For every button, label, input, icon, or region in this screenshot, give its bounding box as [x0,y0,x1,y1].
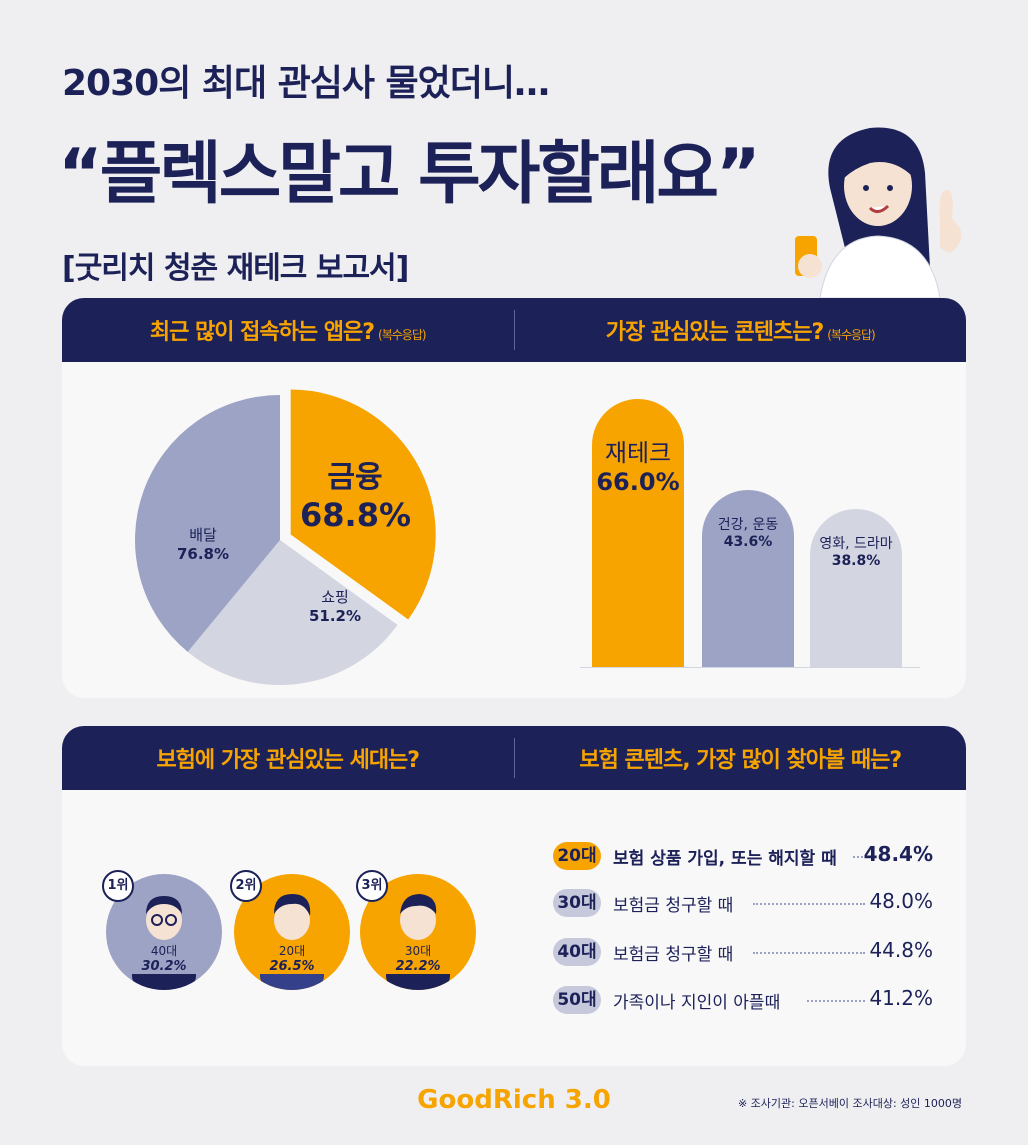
bar-finance-tech-category: 재테크 [604,439,672,467]
when-row-50s-text: 가족이나 지인이 아플때 [613,993,781,1013]
top-panel-header: 최근 많이 접속하는 앱은? (복수응답) 가장 관심있는 콘텐츠는? (복수응답) [62,298,966,362]
header-divider [513,310,515,350]
when-row-30s-value: 48.0% [869,889,933,913]
gen-rank-3-age: 30대 [404,944,432,958]
when-row-50s-value: 41.2% [869,986,933,1010]
gen-rank-2-age: 20대 [278,944,306,958]
bar-movie-label: 영화, 드라마 38.8% [810,533,902,569]
gen-rank-2-badge: 2위 [230,870,262,902]
when-row-50s: 50대 가족이나 지인이 아플때 41.2% [553,986,933,1014]
gen-rank-1-circle: 40대 30.2% [106,874,222,990]
when-row-30s: 30대 보험금 청구할 때 48.0% [553,889,933,917]
when-row-40s-text: 보험금 청구할 때 [613,945,734,965]
header-divider-bottom [513,738,515,778]
bar-health: 건강, 운동 43.6% [702,490,794,667]
when-row-30s-leader [753,903,865,905]
when-row-30s-age: 30대 [553,889,601,917]
when-row-20s-leader [853,856,863,858]
when-row-40s-age: 40대 [553,938,601,966]
contents-title-text: 가장 관심있는 콘텐츠는? [605,320,824,345]
bar-chart-baseline [580,667,920,668]
insurance-gen-title: 보험에 가장 관심있는 세대는? [156,748,420,773]
apps-section-title: 최근 많이 접속하는 앱은? (복수응답) [62,314,514,346]
pie-slice-finance [290,389,436,620]
bar-finance-tech-value: 66.0% [596,468,680,496]
survey-source-note: ※ 조사기관: 오픈서베이 조사대상: 성인 1000명 [737,1097,962,1110]
contents-note: (복수응답) [827,328,876,342]
when-row-20s-value: 48.4% [863,842,933,866]
bar-finance-tech-label: 재테크 66.0% [592,433,684,496]
bar-health-value: 43.6% [723,534,773,550]
bar-health-category: 건강, 운동 [717,517,779,533]
page-subtitle: 2030의 최대 관심사 물었더니… [62,63,550,104]
woman-character-illustration [795,127,962,298]
gen-rank-3-value: 22.2% [395,959,441,974]
gen-rank-2-value: 26.5% [269,959,315,974]
gen-rank-1-badge: 1위 [102,870,134,902]
bottom-panel-header: 보험에 가장 관심있는 세대는? 보험 콘텐츠, 가장 많이 찾아볼 때는? [62,726,966,790]
when-row-20s: 20대 보험 상품 가입, 또는 해지할 때 48.4% [553,842,933,870]
contents-section-title: 가장 관심있는 콘텐츠는? (복수응답) [515,314,967,346]
when-row-40s-leader [753,952,865,954]
gen-rank-3-circle: 30대 22.2% [360,874,476,990]
pie-label-shopping-value: 51.2% [308,607,362,625]
gen-rank-1-age: 40대 [150,944,178,958]
pie-label-delivery: 배달 76.8% [168,524,238,563]
page-title: “플렉스말고 투자할래요” [58,135,761,214]
brand-logo: GoodRich 3.0 [417,1085,611,1115]
apps-title-text: 최근 많이 접속하는 앱은? [149,320,375,345]
when-row-40s-value: 44.8% [869,938,933,962]
when-row-30s-text: 보험금 청구할 때 [613,896,734,916]
pie-label-finance-name: 금융 [327,460,383,495]
pie-label-finance: 금융 68.8% [300,452,412,534]
bar-movie: 영화, 드라마 38.8% [810,509,902,667]
when-row-20s-text: 보험 상품 가입, 또는 해지할 때 [613,849,837,869]
when-row-50s-leader [807,1000,865,1002]
pie-label-delivery-name: 배달 [189,526,217,544]
gen-rank-2-circle: 20대 26.5% [234,874,350,990]
when-row-50s-age: 50대 [553,986,601,1014]
bar-movie-category: 영화, 드라마 [819,536,893,552]
when-row-20s-age: 20대 [553,842,601,870]
pie-label-finance-value: 68.8% [300,496,412,534]
insurance-when-title: 보험 콘텐츠, 가장 많이 찾아볼 때는? [579,748,902,773]
pie-label-shopping-name: 쇼핑 [321,588,349,606]
bar-movie-value: 38.8% [831,553,881,569]
gen-rank-3-badge: 3위 [356,870,388,902]
gen-rank-1-value: 30.2% [141,959,187,974]
report-title: [굿리치 청춘 재테크 보고서] [62,251,409,286]
when-row-40s: 40대 보험금 청구할 때 44.8% [553,938,933,966]
pie-label-delivery-value: 76.8% [176,545,230,563]
pie-slice-delivery [134,395,280,652]
apps-pie-chart [134,389,436,685]
apps-note: (복수응답) [378,328,427,342]
pie-label-shopping: 쇼핑 51.2% [300,586,370,625]
pie-slice-shopping [187,540,398,685]
bar-health-label: 건강, 운동 43.6% [702,514,794,550]
bar-finance-tech: 재테크 66.0% [592,399,684,667]
